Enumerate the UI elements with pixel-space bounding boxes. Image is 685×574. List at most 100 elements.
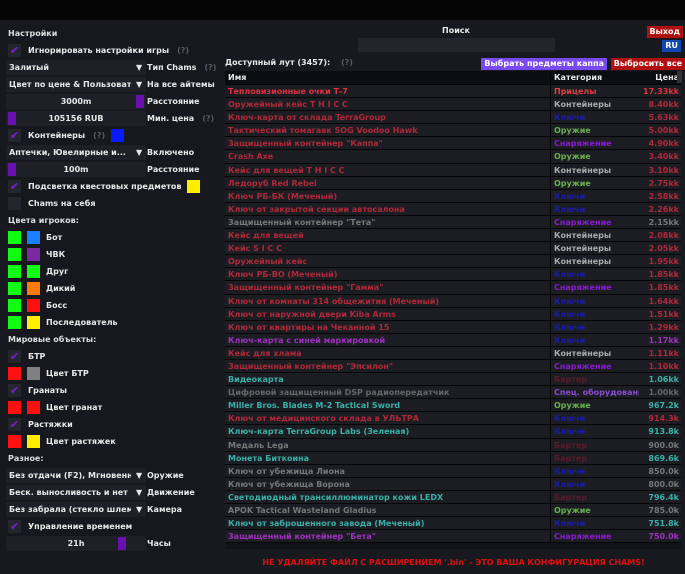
slider-knob[interactable] (118, 537, 126, 550)
table-row[interactable]: Цифровой защищенный DSP радиопередатчик С… (225, 386, 681, 400)
chams-self-checkbox[interactable]: Chams на себя (0, 195, 218, 212)
quest-color-swatch[interactable] (187, 180, 201, 193)
drop-all-button[interactable]: Выбросить все (610, 58, 685, 70)
table-row[interactable]: Светодиодный трансиллюминатор кожи LEDX Б… (225, 490, 681, 504)
table-row[interactable]: Ключ-карта от склада TerraGroup Ключи 5.63… (225, 111, 681, 125)
slider-knob[interactable] (8, 112, 16, 125)
player-color-row: Последователь (0, 314, 218, 331)
color-swatch[interactable] (27, 265, 40, 278)
color-swatch[interactable] (8, 265, 21, 278)
color-swatch[interactable] (27, 299, 40, 312)
table-row[interactable]: Ключ от убежища Лиона Ключи 850.0k (225, 464, 681, 478)
btr-checkbox[interactable]: ✔ БТР (0, 348, 218, 365)
table-row[interactable]: Медаль Lega Бартер 900.0k (225, 438, 681, 452)
item-name: Защищенный контейнер "Каппа" (225, 137, 551, 150)
table-row[interactable]: Ключ от закрытой секции автосалона Ключи 2… (225, 202, 681, 216)
tripwires-checkbox[interactable]: ✔ Растяжки (0, 416, 218, 433)
column-name[interactable]: Имя (225, 71, 551, 84)
table-row[interactable]: Защищенный контейнер "Эпсилон" Снаряжение… (225, 359, 681, 374)
color-swatch[interactable] (8, 367, 21, 380)
table-row[interactable]: Кейс S I C C Контейнеры 2.05kk (225, 242, 681, 256)
item-name: Кейс для хлама (225, 346, 551, 359)
color-swatch[interactable] (8, 282, 21, 295)
table-row[interactable]: Ключ от наружной двери Kiba Arms Ключи 1.5… (225, 307, 681, 321)
color-swatch[interactable] (27, 435, 40, 448)
table-row[interactable]: Кейс для хлама Контейнеры 1.11kk (225, 346, 681, 360)
table-row[interactable]: Ключ от медицинского склада в УЛЬТРА Ключ… (225, 412, 681, 426)
table-row[interactable]: Кейс для вещей Контейнеры 2.08kk (225, 229, 681, 243)
select-kappa-button[interactable]: Выбрать предметы каппа (481, 58, 607, 70)
table-row[interactable]: Ключ от заброшенного завода (Меченый) Клю… (225, 517, 681, 531)
camera-select[interactable]: Без забрала (стекло шлема) ▼ (6, 502, 146, 517)
table-row[interactable]: Кейс для вещей T H I C C Контейнеры 3.10kk (225, 163, 681, 177)
chams-type-select[interactable]: Залитый ▼ (6, 60, 146, 75)
scrollbar[interactable] (677, 71, 682, 83)
color-swatch[interactable] (8, 316, 21, 329)
column-price[interactable]: Цена (655, 73, 679, 82)
table-row[interactable]: Ключ-карта TerraGroup Labs (Зеленая) Ключ… (225, 425, 681, 439)
color-swatch[interactable] (27, 316, 40, 329)
time-control-checkbox[interactable]: ✔ Управление временем (0, 518, 218, 535)
movement-select[interactable]: Беск. выносливость и нет уста ▼ (6, 485, 146, 500)
help-icon[interactable]: (?) (340, 58, 353, 67)
item-price: 1.85kk (648, 283, 679, 293)
color-swatch[interactable] (8, 299, 21, 312)
containers-color-swatch[interactable] (111, 129, 125, 142)
table-row[interactable]: Видеокарта Бартер 1.06kk (225, 373, 681, 387)
table-row[interactable]: APOK Tactical Wasteland Gladius Оружие 785… (225, 504, 681, 518)
distance-slider[interactable]: 3000m (6, 94, 146, 109)
ignore-game-checkbox[interactable]: ✔ Игнорировать настройки игры (?) (0, 42, 218, 59)
quest-highlight-checkbox[interactable]: ✔ Подсветка квестовых предметов (0, 178, 218, 195)
label: Включено (147, 148, 195, 157)
slider-knob[interactable] (136, 95, 144, 108)
check-icon: ✔ (8, 129, 21, 142)
containers-select[interactable]: Аптечки, Ювелирные и... ▼ (6, 145, 146, 160)
table-row[interactable]: Ключ РБ-ВО (Меченый) Ключи 1.85kk (225, 268, 681, 282)
weapon-select[interactable]: Без отдачи (F2), Мгновенное п ▼ (6, 468, 146, 483)
item-price: 4.90kk (648, 139, 679, 149)
table-row[interactable]: Защищенный контейнер "Тета" Снаряжение 2.1… (225, 215, 681, 230)
containers-distance-slider[interactable]: 100m (6, 162, 146, 177)
search-input[interactable] (358, 38, 555, 52)
help-icon[interactable]: (?) (93, 131, 106, 140)
color-swatch[interactable] (27, 231, 40, 244)
min-price-slider[interactable]: 105156 RUB (6, 111, 146, 126)
value: Беск. выносливость и нет уста (9, 488, 131, 497)
table-row[interactable]: Тактический томагавк SOG Voodoo Hawk Оруж… (225, 124, 681, 138)
table-row[interactable]: Защищенный контейнер "Каппа" Снаряжение 4.… (225, 137, 681, 151)
column-category[interactable]: Категория (554, 73, 603, 82)
chevron-down-icon: ▼ (136, 505, 143, 514)
table-row[interactable]: Защищенный контейнер "Гамма" Снаряжение 1.… (225, 281, 681, 295)
exit-button[interactable]: Выход (646, 26, 683, 38)
color-swatch[interactable] (8, 401, 21, 414)
item-category: Контейнеры (554, 165, 612, 175)
table-row[interactable]: Ключ от квартиры на Чеканной 15 Ключи 1.29… (225, 320, 681, 334)
color-swatch[interactable] (8, 248, 21, 261)
table-row[interactable]: Защищенный контейнер "Бета" Снаряжение 750… (225, 530, 681, 544)
color-swatch[interactable] (27, 282, 40, 295)
table-row[interactable]: Miller Bros. Blades M-2 Tactical Sword Ор… (225, 399, 681, 413)
slider-knob[interactable] (8, 163, 16, 176)
table-row[interactable]: Тепловизионные очки Т-7 Прицелы 17.33kk (225, 85, 681, 99)
color-swatch[interactable] (27, 367, 40, 380)
grenades-checkbox[interactable]: ✔ Гранаты (0, 382, 218, 399)
table-row[interactable]: Оружейный кейс Контейнеры 1.95kk (225, 255, 681, 269)
table-row[interactable]: Ключ от убежища Ворона Ключи 800.0k (225, 477, 681, 491)
color-swatch[interactable] (8, 231, 21, 244)
label: Дикий (46, 284, 76, 293)
table-row[interactable]: Ключ от комнаты 314 общежития (Меченый) К… (225, 294, 681, 308)
table-row[interactable]: Оружейный кейс T H I C C Контейнеры 8.40kk (225, 98, 681, 112)
table-row[interactable]: Ключ РБ-БК (Меченый) Ключи 2.58kk (225, 189, 681, 203)
containers-checkbox[interactable]: ✔ Контейнеры (?) (0, 127, 218, 144)
color-swatch[interactable] (8, 435, 21, 448)
color-mode-select[interactable]: Цвет по цене & Пользователь ▼ (6, 77, 146, 92)
color-swatch[interactable] (27, 248, 40, 261)
table-row[interactable]: Ключ-карта с синей маркировкой Ключи 1.17k… (225, 333, 681, 347)
color-swatch[interactable] (27, 401, 40, 414)
hours-slider[interactable]: 21h (6, 536, 146, 551)
table-row[interactable]: Crash Axe Оружие 3.40kk (225, 150, 681, 164)
table-row[interactable]: Монета Биткоина Бартер 869.6k (225, 451, 681, 465)
table-row[interactable]: Ледоруб Red Rebel Оружие 2.75kk (225, 176, 681, 190)
help-icon[interactable]: (?) (177, 46, 190, 55)
language-button[interactable]: RU (662, 40, 681, 52)
